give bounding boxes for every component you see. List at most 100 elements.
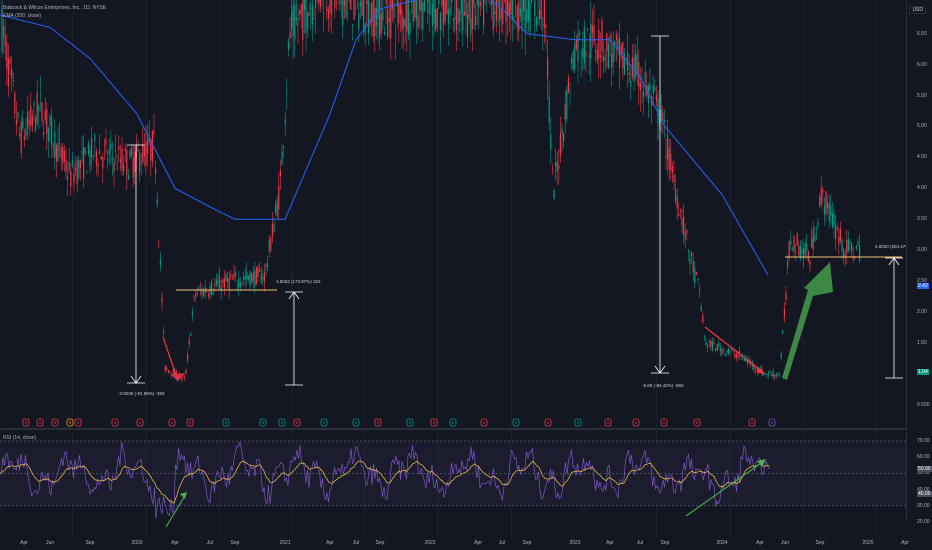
time-axis-label: 2024 [716, 540, 728, 546]
drawings: -3.9236 (-81.98%) -393 1.5032 (173.97%) 1… [118, 35, 920, 396]
price-axis-label: 2.50 [917, 278, 927, 285]
rsi-axis-label: 60.00 [917, 454, 930, 461]
downtrend-arrow-2 [704, 326, 764, 373]
rsi-axis-label: 50.00 [917, 470, 930, 477]
event-marker-icon [660, 418, 668, 427]
price-axis-label: 6.50 [917, 30, 927, 37]
event-marker-icon [430, 418, 438, 427]
time-axis[interactable]: Apr Jun Sep 2020 Apr Jul Sep 2021 Apr Jul Sep 2022 A… [0, 536, 909, 550]
time-axis-label: Sep [522, 540, 532, 546]
rsi-axis-label: 30.00 [917, 502, 930, 509]
indicator-label: EMA (200, close) [3, 13, 42, 19]
symbol-title: Babcock & Wilcox Enterprises, Inc., 1D, … [3, 5, 107, 11]
price-axis[interactable]: 6.50 6.00 5.50 5.00 4.50 4.00 3.50 3.00 2.50 2.00… [906, 0, 932, 525]
time-axis-label: Apr [756, 540, 764, 546]
time-axis-label: 2020 [131, 540, 143, 546]
price-axis-label: 6.00 [917, 61, 927, 68]
time-axis-label: Jun [45, 540, 55, 546]
event-marker-icon [136, 418, 144, 427]
event-marker-icon [544, 418, 552, 427]
time-axis-label: 2025 [862, 540, 874, 546]
event-marker-icon [406, 418, 414, 427]
event-marker-icon [632, 418, 640, 427]
event-marker-icon [352, 418, 360, 427]
price-axis-label: 4.00 [917, 185, 927, 192]
ema-price-tag: 2.42 [917, 283, 929, 290]
event-marker-icon [186, 418, 194, 427]
rsi-value-tag: 40.00 [917, 490, 932, 497]
rsi-axis-label: 40.00 [917, 486, 930, 493]
time-axis-label: Apr [171, 540, 179, 546]
price-axis-label: 2.00 [917, 309, 927, 316]
price-axis-label: 4.50 [917, 154, 927, 161]
event-marker-icon [320, 418, 328, 427]
time-axis-label: Apr [901, 540, 909, 546]
event-marker-icon [36, 418, 44, 427]
event-marker-icon [111, 418, 119, 427]
time-axis-label: Sep [660, 540, 670, 546]
time-axis-label: Sep [230, 540, 240, 546]
time-axis-label: Apr [20, 540, 28, 546]
rsi-divergence-arrow-2 [685, 460, 765, 517]
measure-label-4: 2.0030 (204.47%) 200 [875, 244, 920, 249]
rsi-axis-label: 70.00 [917, 438, 930, 444]
time-axis-label: Sep [375, 540, 385, 546]
rsi-legend[interactable]: RSI (14, close) [3, 435, 37, 441]
time-axis-label: Jun [780, 540, 790, 546]
event-marker-icon [66, 418, 74, 427]
event-marker-icon [748, 418, 756, 427]
time-axis-label: Apr [474, 540, 482, 546]
time-axis-label: 2022 [424, 540, 436, 546]
measure-label-2: 1.5032 (173.97%) 152 [276, 279, 321, 284]
time-axis-label: Apr [326, 540, 334, 546]
event-markers [22, 418, 776, 427]
time-axis-label: Jul [498, 540, 506, 546]
event-marker-icon [449, 418, 457, 427]
symbol-legend[interactable]: Babcock & Wilcox Enterprises, Inc., 1D, … [3, 4, 106, 20]
event-marker-icon [22, 418, 30, 427]
event-marker-icon [74, 418, 82, 427]
price-axis-label: 0.500 [917, 402, 930, 408]
time-axis-label: 2021 [279, 540, 291, 546]
price-axis-label: 3.00 [917, 247, 927, 254]
time-axis-label: Jul [636, 540, 644, 546]
pane-divider[interactable] [0, 428, 932, 430]
event-marker-icon [293, 418, 301, 427]
event-marker-icon [168, 418, 176, 427]
measure-label-3: -5.60 (-84.42%) -560 [642, 383, 684, 388]
rsi-axis-label: 20.00 [917, 519, 930, 525]
price-candles [1, 0, 861, 383]
rsi-value-tag: 50.00 [917, 466, 932, 473]
event-marker-icon [259, 418, 267, 427]
uptrend-arrow [782, 262, 833, 380]
downtrend-arrow-1 [162, 336, 178, 379]
event-marker-icon [768, 418, 776, 427]
event-marker-icon [574, 418, 582, 427]
event-marker-icon [512, 418, 520, 427]
last-price-tag: 1.04 [917, 368, 929, 375]
currency-button[interactable]: USD [909, 6, 926, 14]
price-axis-label: 3.50 [917, 216, 927, 223]
event-marker-icon [278, 418, 286, 427]
event-marker-icon [604, 418, 612, 427]
time-axis-label: Sep [85, 540, 95, 546]
rsi-divergence-arrow-1 [165, 493, 187, 528]
price-axis-label: 5.00 [917, 123, 927, 130]
event-marker-icon [693, 418, 701, 427]
time-axis-label: Jul [352, 540, 360, 546]
price-axis-label: 5.50 [917, 92, 927, 99]
time-axis-label: Sep [815, 540, 825, 546]
event-marker-icon [222, 418, 230, 427]
event-marker-icon [374, 418, 382, 427]
time-axis-label: Apr [606, 540, 614, 546]
ema-line [0, 0, 769, 276]
measure-label-1: -3.9236 (-81.98%) -393 [118, 391, 165, 396]
rsi-ma-line [0, 460, 770, 504]
rsi-line [0, 440, 770, 519]
event-marker-icon [51, 418, 59, 427]
event-marker-icon [480, 418, 488, 427]
price-axis-label: 1.50 [917, 340, 927, 347]
time-axis-label: 2023 [569, 540, 581, 546]
time-axis-label: Jul [206, 540, 214, 546]
